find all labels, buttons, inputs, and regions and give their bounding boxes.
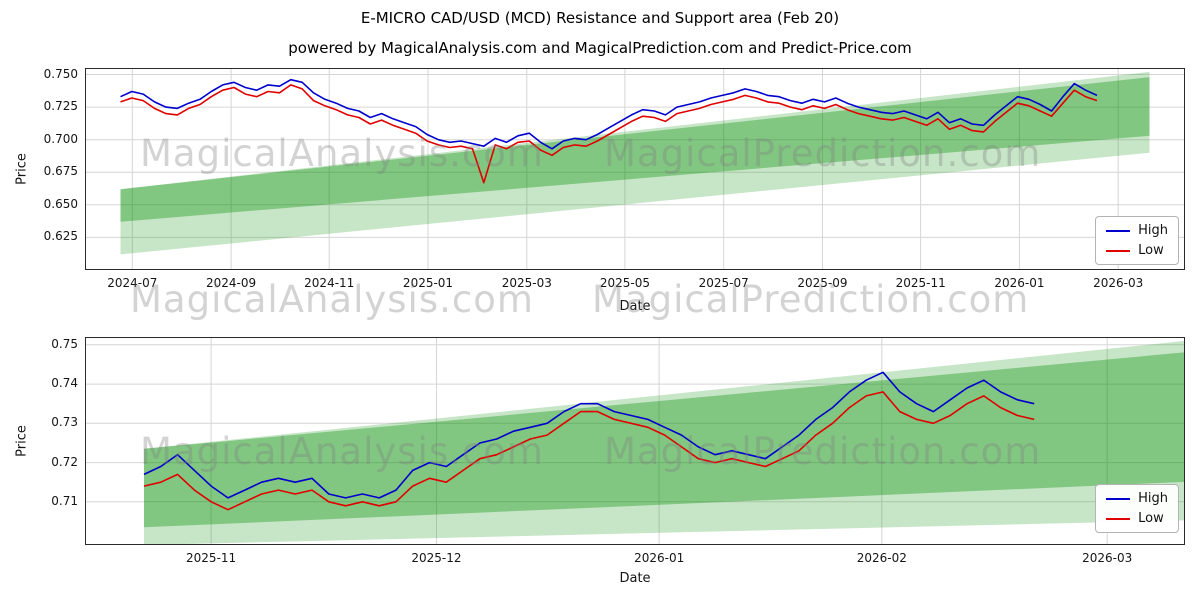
legend-label: High [1138,491,1168,506]
y-tick-label: 0.650 [43,196,78,211]
x-tick-label: 2025-03 [501,276,552,290]
price-chart-bottom: High Low [85,337,1185,545]
x-tick-label: 2026-03 [1082,551,1133,565]
legend-line-swatch [1106,517,1131,520]
price-chart-top: High Low [85,68,1185,270]
x-tick-label: 2024-09 [205,276,257,290]
x-tick-label: 2025-09 [797,276,848,290]
y-tick-label: 0.73 [51,415,78,430]
legend-item-low: Low [1106,243,1168,258]
y-tick-label: 0.71 [51,493,78,508]
y-tick-label: 0.750 [43,66,78,81]
legend-line-swatch [1106,497,1131,500]
legend-label: High [1138,223,1168,238]
y-tick-label: 0.625 [43,229,78,244]
x-tick-label: 2025-12 [411,551,462,565]
x-tick-label: 2026-02 [856,551,907,565]
legend: High Low [1095,216,1179,265]
legend-label: Low [1138,511,1164,526]
x-tick-label: 2024-07 [107,276,158,290]
legend-item-low: Low [1106,511,1168,526]
y-axis-label-bottom: Price [14,425,30,457]
x-axis-label-bottom: Date [619,571,651,586]
plot-area-svg [85,68,1185,270]
x-axis-label-top: Date [619,299,651,314]
legend: High Low [1095,484,1179,533]
legend-line-swatch [1106,249,1131,252]
x-tick-label: 2025-01 [402,276,454,290]
legend-line-swatch [1106,229,1131,232]
legend-item-high: High [1106,491,1168,506]
x-tick-label: 2026-01 [994,276,1045,290]
y-tick-label: 0.75 [51,336,78,351]
y-tick-label: 0.700 [43,131,78,146]
x-tick-label: 2024-11 [304,276,355,290]
chart-subtitle: powered by MagicalAnalysis.com and Magic… [288,39,912,57]
y-tick-label: 0.74 [51,376,78,391]
chart-title: E-MICRO CAD/USD (MCD) Resistance and Sup… [360,9,840,27]
x-tick-label: 2025-05 [599,276,651,290]
x-tick-label: 2025-11 [186,551,237,565]
legend-item-high: High [1106,223,1168,238]
y-tick-label: 0.725 [43,99,78,114]
x-tick-label: 2026-01 [634,551,685,565]
x-tick-label: 2025-11 [895,276,946,290]
legend-label: Low [1138,243,1164,258]
plot-area-svg [85,337,1185,545]
y-tick-label: 0.675 [43,164,78,179]
y-tick-label: 0.72 [51,454,78,469]
x-tick-label: 2025-07 [698,276,749,290]
x-tick-label: 2026-03 [1093,276,1144,290]
